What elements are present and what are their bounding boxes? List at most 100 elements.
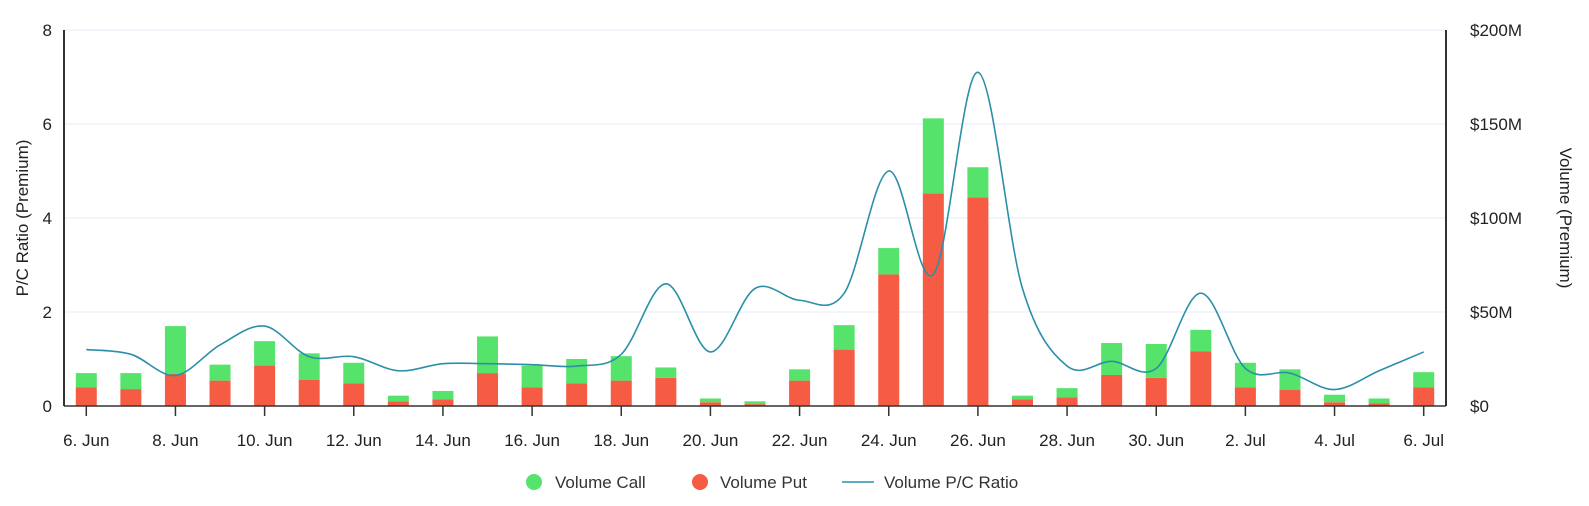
bar-volume-put	[164, 374, 186, 406]
bar-volume-put	[878, 274, 900, 406]
y-right-tick-label: $150M	[1470, 115, 1522, 134]
bar-volume-put	[967, 197, 989, 406]
legend-item[interactable]: Volume Call	[526, 473, 646, 492]
bar-volume-put	[432, 399, 454, 406]
y-left-tick-label: 2	[43, 303, 52, 322]
legend-marker-circle	[526, 474, 542, 490]
bar-volume-call	[477, 336, 499, 374]
bar-volume-call	[1056, 388, 1078, 398]
legend-marker-circle	[692, 474, 708, 490]
grid-lines	[64, 29, 1446, 313]
bar-volume-call	[655, 367, 677, 378]
bar-volume-call	[164, 326, 186, 375]
x-tick-label: 30. Jun	[1128, 431, 1184, 450]
x-tick-label: 4. Jul	[1314, 431, 1355, 450]
bar-volume-call	[1368, 398, 1390, 404]
bar-volume-put	[744, 404, 766, 406]
bar-series	[75, 118, 1435, 406]
bar-volume-put	[298, 379, 320, 406]
bar-volume-call	[610, 356, 632, 381]
x-tick-label: 6. Jul	[1403, 431, 1444, 450]
bar-volume-call	[1234, 362, 1256, 388]
x-tick-label: 12. Jun	[326, 431, 382, 450]
y-right-tick-label: $0	[1470, 397, 1489, 416]
bar-volume-put	[1101, 374, 1123, 406]
x-tick-label: 10. Jun	[237, 431, 293, 450]
bar-volume-call	[789, 369, 811, 381]
bar-volume-put	[1279, 390, 1301, 406]
legend-label: Volume P/C Ratio	[884, 473, 1018, 492]
bar-volume-put	[833, 349, 855, 406]
bar-volume-call	[1190, 329, 1212, 352]
bar-volume-call	[209, 364, 231, 381]
y-left-tick-label: 6	[43, 115, 52, 134]
bar-volume-call	[833, 325, 855, 350]
bar-volume-put	[699, 402, 721, 406]
x-tick-label: 20. Jun	[683, 431, 739, 450]
y-right-tick-label: $50M	[1470, 303, 1513, 322]
bar-volume-call	[744, 401, 766, 405]
bar-volume-call	[432, 390, 454, 400]
bar-volume-put	[789, 380, 811, 406]
x-tick-label: 6. Jun	[63, 431, 109, 450]
ratio-line-series	[86, 71, 1425, 391]
bar-volume-call	[343, 362, 365, 384]
x-tick-label: 2. Jul	[1225, 431, 1266, 450]
bar-volume-call	[120, 373, 142, 390]
legend-item[interactable]: Volume Put	[692, 473, 807, 492]
y-axis-right-title: Volume (Premium)	[1556, 148, 1575, 289]
legend-item[interactable]: Volume P/C Ratio	[842, 473, 1018, 492]
bar-volume-call	[699, 398, 721, 403]
x-tick-label: 26. Jun	[950, 431, 1006, 450]
y-right-tick-label: $100M	[1470, 209, 1522, 228]
bar-volume-put	[343, 383, 365, 406]
y-left-tick-label: 8	[43, 21, 52, 40]
bar-volume-put	[1145, 377, 1167, 406]
bar-volume-put	[922, 193, 944, 406]
bar-volume-put	[566, 383, 588, 406]
bar-volume-call	[298, 353, 320, 380]
bar-volume-put	[1190, 351, 1212, 406]
bar-volume-call	[521, 365, 543, 388]
bar-volume-put	[1234, 387, 1256, 406]
bar-volume-call	[75, 373, 97, 388]
bar-volume-put	[1324, 402, 1346, 406]
bar-volume-put	[1413, 387, 1435, 406]
x-tick-label: 24. Jun	[861, 431, 917, 450]
bar-volume-put	[610, 380, 632, 406]
bar-volume-call	[878, 248, 900, 275]
y-axis-left-title: P/C Ratio (Premium)	[13, 140, 32, 297]
line-volume-pc-ratio	[86, 71, 1425, 391]
bar-volume-call	[922, 118, 944, 194]
bar-volume-call	[1101, 343, 1123, 375]
bar-volume-put	[477, 373, 499, 406]
x-tick-label: 22. Jun	[772, 431, 828, 450]
bar-volume-put	[387, 401, 409, 406]
bar-volume-put	[521, 387, 543, 406]
bar-volume-call	[254, 341, 276, 366]
axes: 0 2 4 6 8 $0 $50M $100M $150M $200M 6. Jun 8. Jun 10…	[43, 21, 1522, 450]
legend-label: Volume Put	[720, 473, 807, 492]
bar-volume-call	[1011, 395, 1033, 400]
bar-volume-call	[1145, 343, 1167, 378]
x-tick-label: 28. Jun	[1039, 431, 1095, 450]
bar-volume-put	[1368, 403, 1390, 406]
bar-volume-put	[254, 365, 276, 406]
bar-volume-put	[655, 377, 677, 406]
y-right-tick-label: $200M	[1470, 21, 1522, 40]
y-left-tick-label: 0	[43, 397, 52, 416]
bar-volume-call	[566, 359, 588, 384]
bar-volume-call	[1413, 372, 1435, 388]
x-tick-label: 18. Jun	[593, 431, 649, 450]
bar-volume-put	[209, 380, 231, 406]
y-left-tick-label: 4	[43, 209, 52, 228]
x-tick-label: 8. Jun	[152, 431, 198, 450]
legend: Volume Call Volume Put Volume P/C Ratio	[526, 473, 1018, 492]
x-tick-label: 14. Jun	[415, 431, 471, 450]
bar-volume-put	[1011, 399, 1033, 406]
bar-volume-call	[967, 167, 989, 198]
x-tick-label: 16. Jun	[504, 431, 560, 450]
bar-volume-call	[387, 395, 409, 402]
